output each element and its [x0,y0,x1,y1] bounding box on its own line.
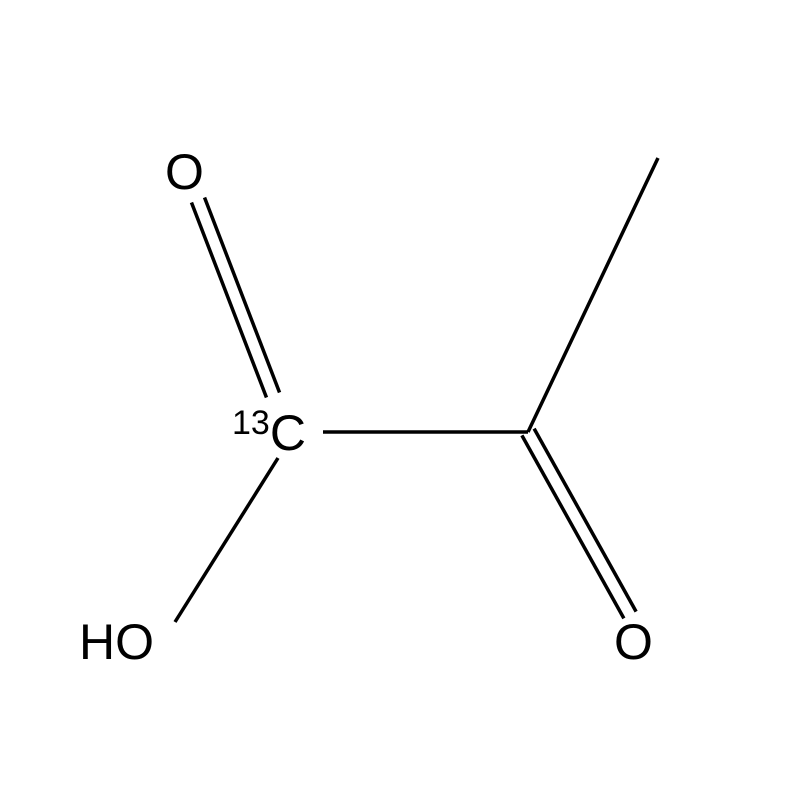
atom-c-isotope: 13C [232,404,306,462]
atom-o-br: O [614,613,653,671]
atom-ho: HO [79,613,154,671]
molecule-svg [0,0,800,800]
atom-o-top: O [165,143,204,201]
